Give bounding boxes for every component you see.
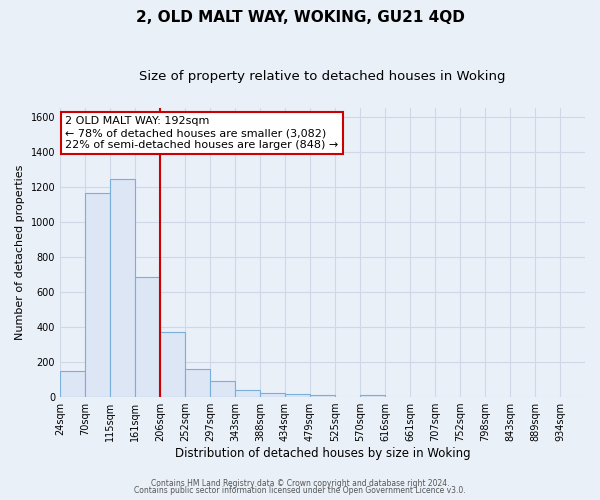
Bar <box>85 193 110 397</box>
Bar <box>260 392 285 397</box>
Bar <box>285 394 310 397</box>
Bar <box>60 371 85 397</box>
Text: Contains HM Land Registry data © Crown copyright and database right 2024.: Contains HM Land Registry data © Crown c… <box>151 478 449 488</box>
X-axis label: Distribution of detached houses by size in Woking: Distribution of detached houses by size … <box>175 447 470 460</box>
Bar <box>185 369 210 397</box>
Bar <box>210 382 235 397</box>
Y-axis label: Number of detached properties: Number of detached properties <box>15 164 25 340</box>
Text: 2, OLD MALT WAY, WOKING, GU21 4QD: 2, OLD MALT WAY, WOKING, GU21 4QD <box>136 10 464 25</box>
Text: 2 OLD MALT WAY: 192sqm
← 78% of detached houses are smaller (3,082)
22% of semi-: 2 OLD MALT WAY: 192sqm ← 78% of detached… <box>65 116 338 150</box>
Bar <box>110 179 135 397</box>
Bar <box>135 277 160 397</box>
Bar <box>160 332 185 397</box>
Title: Size of property relative to detached houses in Woking: Size of property relative to detached ho… <box>139 70 506 83</box>
Bar <box>310 396 335 397</box>
Text: Contains public sector information licensed under the Open Government Licence v3: Contains public sector information licen… <box>134 486 466 495</box>
Bar <box>360 396 385 397</box>
Bar <box>235 390 260 397</box>
